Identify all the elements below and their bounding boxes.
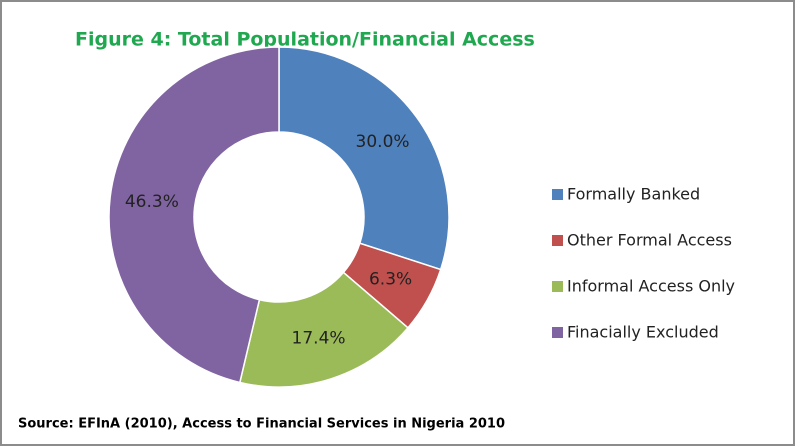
legend-label: Other Formal Access <box>567 231 732 250</box>
legend-swatch <box>552 189 563 200</box>
data-label: 17.4% <box>292 329 346 349</box>
chart-title: Figure 4: Total Population/Financial Acc… <box>75 29 535 51</box>
data-label: 46.3% <box>125 192 179 212</box>
legend-swatch <box>552 327 563 338</box>
legend-swatch <box>552 281 563 292</box>
donut-segment <box>278 46 450 271</box>
donut-segment <box>108 46 280 384</box>
legend-label: Formally Banked <box>567 185 700 204</box>
legend-label: Finacially Excluded <box>567 323 719 342</box>
legend-swatch <box>552 235 563 246</box>
data-label: 6.3% <box>369 270 412 290</box>
donut-segment <box>238 271 409 388</box>
legend-label: Informal Access Only <box>567 277 735 296</box>
data-label: 30.0% <box>356 132 410 152</box>
source-note: Source: EFInA (2010), Access to Financia… <box>18 417 505 432</box>
